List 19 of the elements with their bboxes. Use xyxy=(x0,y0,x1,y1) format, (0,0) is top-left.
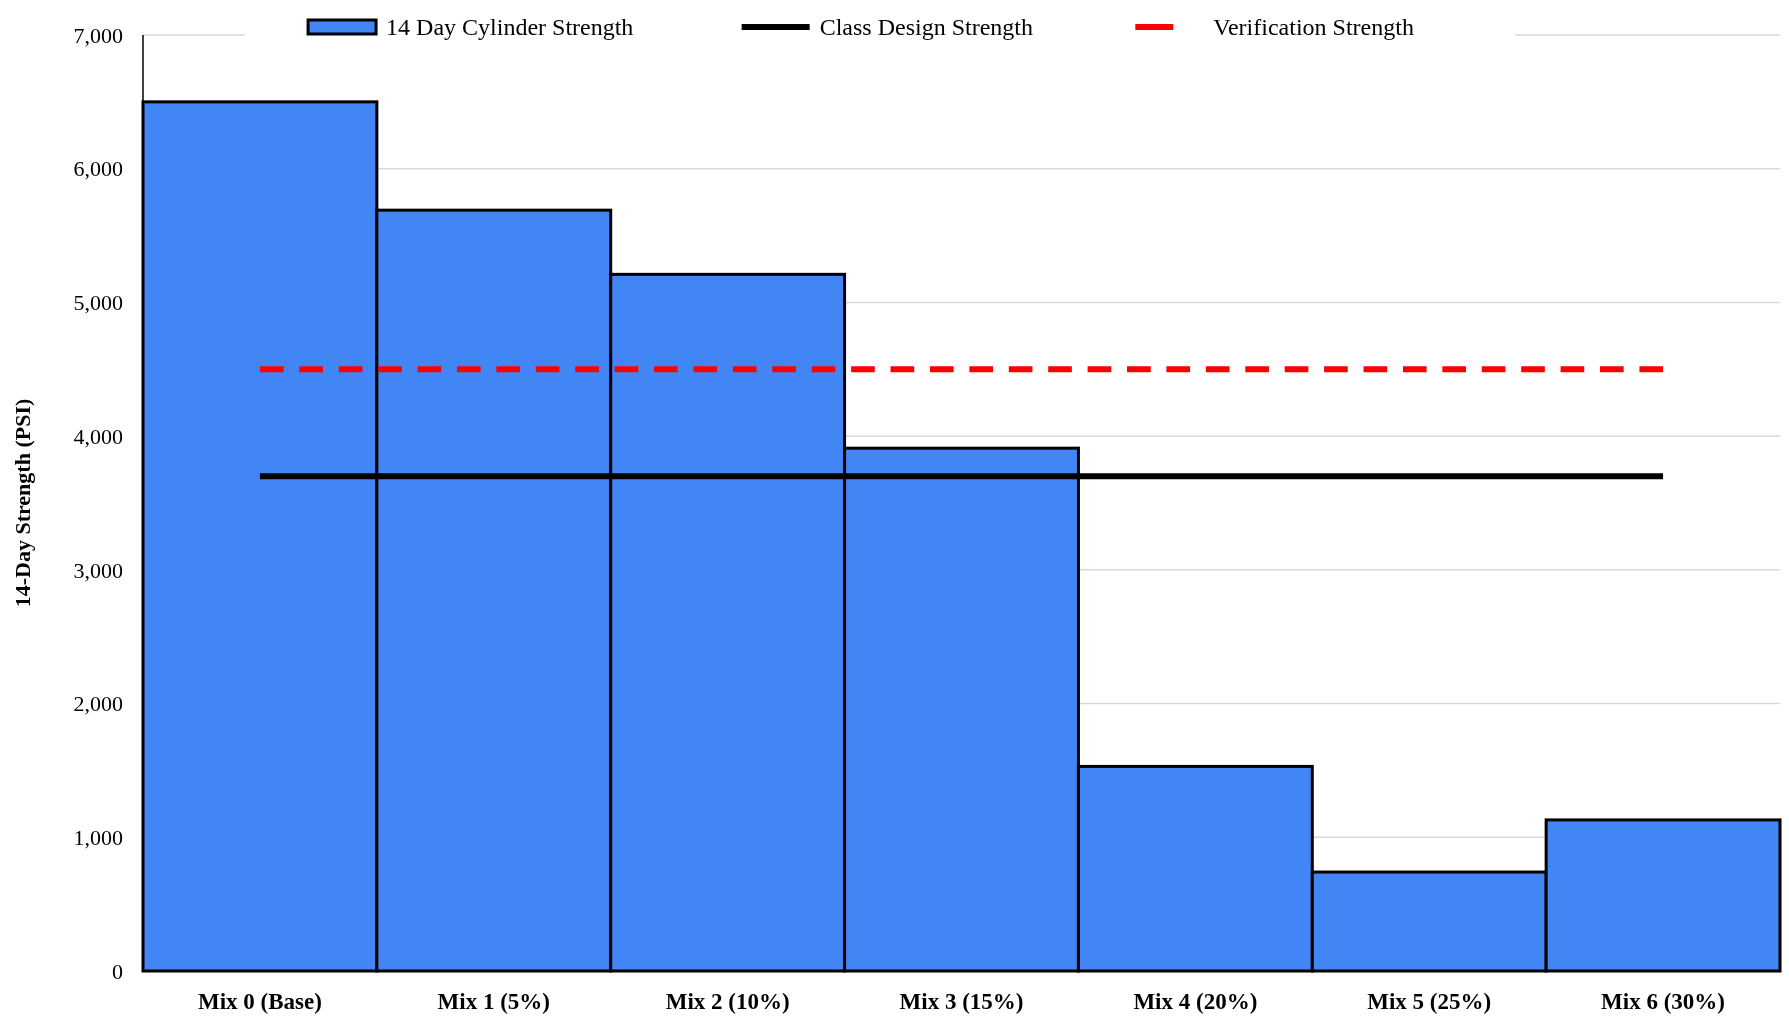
y-tick-label: 0 xyxy=(112,958,123,984)
legend-label: Class Design Strength xyxy=(819,14,1033,41)
x-tick-label: Mix 5 (25%) xyxy=(1367,989,1492,1014)
y-tick-label: 7,000 xyxy=(73,22,123,48)
y-tick-label: 6,000 xyxy=(73,156,123,182)
y-axis-title: 14-Day Strength (PSI) xyxy=(10,398,35,608)
y-tick-label: 1,000 xyxy=(73,824,123,850)
legend-label: 14 Day Cylinder Strength xyxy=(386,14,634,41)
x-tick-label: Mix 6 (30%) xyxy=(1601,989,1726,1014)
y-tick-label: 2,000 xyxy=(73,691,123,717)
y-tick-label: 4,000 xyxy=(73,423,123,449)
x-tick-label: Mix 4 (20%) xyxy=(1133,989,1258,1014)
y-tick-label: 5,000 xyxy=(73,290,123,316)
y-tick-label: 3,000 xyxy=(73,557,123,583)
x-tick-label: Mix 1 (5%) xyxy=(437,989,550,1014)
x-tick-label: Mix 0 (Base) xyxy=(197,989,322,1014)
legend-label: Verification Strength xyxy=(1213,14,1414,41)
x-tick-label: Mix 3 (15%) xyxy=(899,989,1024,1014)
x-tick-label: Mix 2 (10%) xyxy=(665,989,790,1014)
